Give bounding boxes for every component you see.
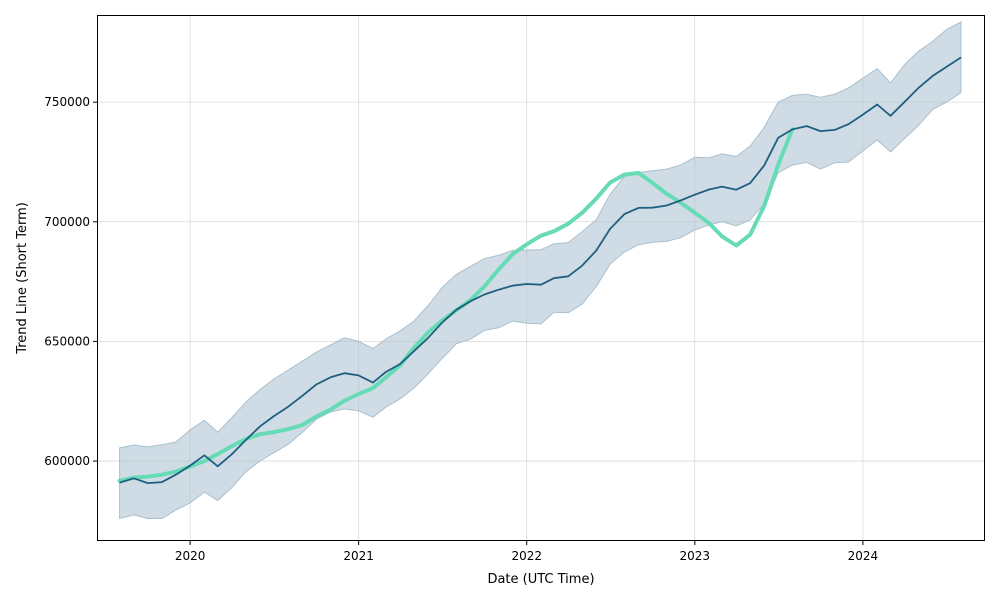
trend-series-line	[119, 56, 962, 484]
x-axis-label: Date (UTC Time)	[487, 572, 594, 587]
y-tick-label: 750000	[44, 95, 90, 109]
y-axis-label: Trend Line (Short Term)	[15, 202, 30, 355]
y-axis: 600000 650000 700000 750000	[44, 95, 98, 468]
x-tick-label: 2020	[175, 549, 206, 563]
x-tick-label: 2021	[343, 549, 374, 563]
y-tick-label: 600000	[44, 454, 90, 468]
confidence-band	[119, 21, 962, 520]
y-tick-label: 700000	[44, 215, 90, 229]
y-tick-label: 650000	[44, 334, 90, 348]
x-axis: 2020 2021 2022 2023 2024	[175, 540, 878, 563]
plot-frame	[97, 15, 985, 541]
x-tick-label: 2024	[848, 549, 879, 563]
x-tick-label: 2023	[680, 549, 711, 563]
x-tick-label: 2022	[511, 549, 542, 563]
